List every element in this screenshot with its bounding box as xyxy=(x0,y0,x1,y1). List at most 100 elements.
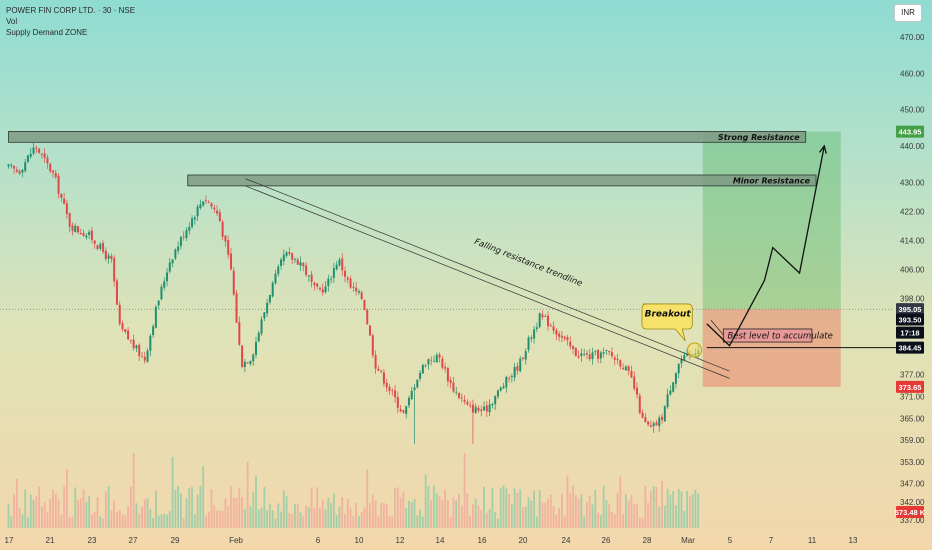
candle xyxy=(655,419,658,426)
candle-body xyxy=(224,235,227,242)
candle-body xyxy=(65,203,68,214)
candle xyxy=(407,395,410,409)
candle xyxy=(255,336,258,359)
candle xyxy=(382,369,385,388)
volume-bar xyxy=(435,493,438,528)
candle-body xyxy=(563,336,566,339)
volume-bar xyxy=(257,509,260,528)
volume-bar xyxy=(527,497,530,528)
price-tag-label: 443.95 xyxy=(899,128,922,137)
candle-body xyxy=(585,353,588,355)
volume-bar xyxy=(658,506,661,528)
supply-demand-indicator-label[interactable]: Supply Demand ZONE xyxy=(6,28,88,37)
volume-bar xyxy=(688,495,691,528)
currency-button[interactable]: INR xyxy=(894,4,922,22)
candle xyxy=(88,229,91,240)
candle xyxy=(213,204,216,213)
candle-body xyxy=(605,350,608,351)
volume-bar xyxy=(232,497,235,528)
candle-body xyxy=(238,322,241,345)
price-tick-label: 371.00 xyxy=(900,393,925,402)
candle-body xyxy=(355,287,358,292)
candle-body xyxy=(658,417,661,427)
candle xyxy=(182,231,185,241)
volume-bar xyxy=(113,500,116,528)
candle xyxy=(424,363,427,368)
candle-body xyxy=(363,300,366,310)
volume-bar xyxy=(358,516,360,528)
candle xyxy=(416,379,419,389)
candle-body xyxy=(391,390,394,392)
candle xyxy=(313,281,316,291)
candle-body xyxy=(458,392,461,398)
candle-body xyxy=(296,259,299,265)
candle-body xyxy=(580,353,583,356)
volume-bar xyxy=(622,513,625,528)
candle xyxy=(432,355,435,362)
candle xyxy=(124,328,127,334)
candle-body xyxy=(49,163,52,172)
candle xyxy=(282,249,285,266)
candle xyxy=(466,399,469,406)
volume-bar xyxy=(680,491,683,528)
candle-body xyxy=(636,387,639,395)
price-tag-box xyxy=(896,313,924,326)
candle xyxy=(199,199,202,210)
candle xyxy=(327,274,330,292)
candle xyxy=(121,320,124,332)
time-tick-label: 13 xyxy=(849,536,858,545)
candle xyxy=(458,392,461,400)
candle xyxy=(63,193,66,205)
time-tick-label: 26 xyxy=(602,536,611,545)
volume-bar xyxy=(294,504,296,528)
candle xyxy=(380,369,383,374)
candle-body xyxy=(118,304,121,324)
candle xyxy=(49,162,52,174)
candle xyxy=(185,227,188,241)
volume-bar xyxy=(63,486,66,528)
candle xyxy=(149,333,152,357)
candle xyxy=(630,365,633,378)
time-tick-label: Feb xyxy=(229,536,243,545)
candle xyxy=(569,336,572,350)
volume-bar xyxy=(74,487,77,528)
candle-body xyxy=(508,378,511,379)
candle xyxy=(330,276,333,284)
accumulate-box xyxy=(722,328,813,343)
candle-body xyxy=(505,376,508,388)
candle-body xyxy=(29,153,32,157)
candle-body xyxy=(285,252,288,256)
candle-body xyxy=(502,386,505,389)
candle xyxy=(96,244,99,251)
candle-body xyxy=(263,312,266,319)
candle-body xyxy=(232,270,235,295)
volume-bar xyxy=(602,485,605,528)
volume-indicator-label[interactable]: Vol xyxy=(6,17,18,26)
candle-body xyxy=(227,240,230,255)
volume-bar xyxy=(129,486,132,528)
candle xyxy=(594,350,597,356)
candle-body xyxy=(549,325,552,327)
candle-body xyxy=(291,253,294,260)
volume-bar xyxy=(207,511,210,528)
candle xyxy=(140,351,143,358)
volume-bar xyxy=(652,486,655,528)
candle xyxy=(143,351,146,364)
volume-bar xyxy=(324,508,327,528)
price-tag-label: 395.05 xyxy=(899,305,922,314)
volume-bar xyxy=(180,493,182,528)
candle xyxy=(474,403,477,415)
candle xyxy=(521,356,524,361)
volume-bar xyxy=(307,507,310,528)
candle-body xyxy=(399,409,402,412)
volume-bar xyxy=(341,497,344,528)
candle xyxy=(633,371,636,391)
candle xyxy=(54,169,57,180)
candle xyxy=(355,281,358,296)
volume-bar xyxy=(544,502,547,528)
volume-bar xyxy=(305,505,307,528)
resistance-zone: Minor Resistance xyxy=(187,174,817,187)
candle-body xyxy=(496,390,499,397)
